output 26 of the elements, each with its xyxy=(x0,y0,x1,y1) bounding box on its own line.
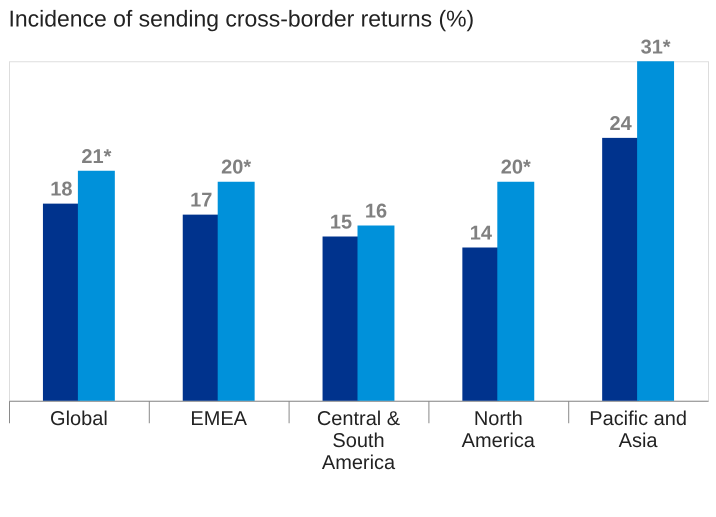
bar xyxy=(497,182,534,401)
chart-title: Incidence of sending cross-border returns (%) xyxy=(8,5,474,32)
bar xyxy=(218,182,255,401)
data-label: 20* xyxy=(500,156,531,179)
data-label: 21* xyxy=(81,146,112,168)
x-tick-label: Pacific and Asia xyxy=(589,408,687,452)
data-label: 31* xyxy=(640,36,671,58)
bar xyxy=(462,247,500,401)
data-label: 20* xyxy=(221,156,252,179)
data-label: 18 xyxy=(50,178,73,201)
bar xyxy=(637,61,674,401)
data-label: 24 xyxy=(610,112,632,135)
data-label: 16 xyxy=(364,200,388,223)
bar xyxy=(182,214,220,401)
x-tick-label: Global xyxy=(50,408,108,430)
x-tick-label: North America xyxy=(462,408,536,452)
bar xyxy=(358,226,394,401)
bar xyxy=(78,170,115,401)
data-label: 15 xyxy=(330,212,352,234)
data-label: 14 xyxy=(470,222,492,244)
data-label: 17 xyxy=(190,190,212,212)
bar xyxy=(42,204,80,401)
x-tick-label: Central & South America xyxy=(316,408,400,474)
x-tick-label: EMEA xyxy=(190,408,248,430)
bar xyxy=(322,236,360,401)
bar xyxy=(602,138,640,401)
